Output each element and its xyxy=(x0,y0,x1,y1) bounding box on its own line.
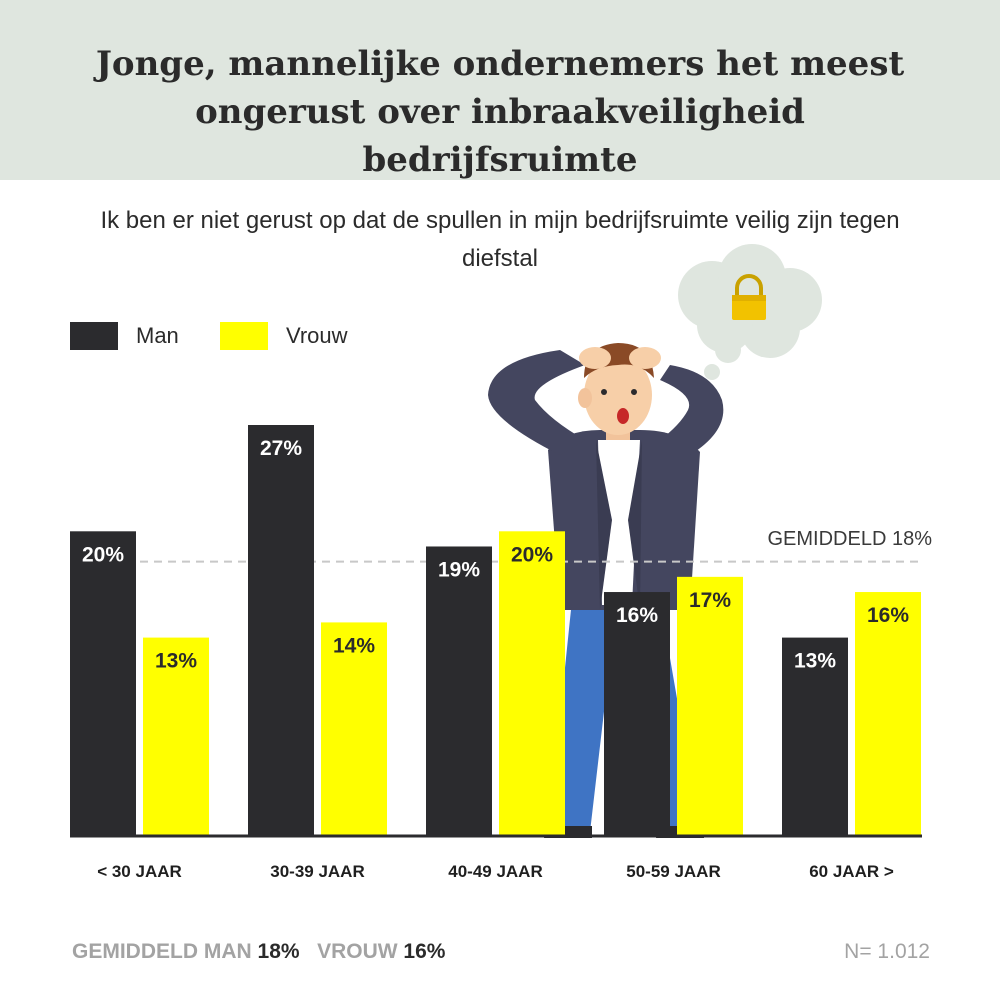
bar-man-3 xyxy=(604,592,670,835)
bar-labels-group: 20% 13% 27% 14% 19% 20% 16% 17% 13% 16% xyxy=(82,437,909,673)
bar-label-vrouw-1: 14% xyxy=(333,634,375,657)
bar-label-man-1: 27% xyxy=(260,437,302,460)
legend-label-vrouw: Vrouw xyxy=(286,323,348,348)
category-label-4: 60 JAAR > xyxy=(809,862,894,881)
bar-vrouw-1 xyxy=(321,622,387,835)
bar-label-man-2: 19% xyxy=(438,558,480,581)
chart-subtitle: Ik ben er niet gerust op dat de spullen … xyxy=(100,207,900,272)
footer-averages: GEMIDDELD MAN 18% VROUW 16% xyxy=(72,940,445,964)
category-label-3: 50-59 JAAR xyxy=(626,862,721,881)
bar-label-man-4: 13% xyxy=(794,650,836,673)
sample-size: N= 1.012 xyxy=(844,940,930,963)
thought-bubble xyxy=(678,244,822,380)
bar-label-man-0: 20% xyxy=(82,543,124,566)
bar-label-vrouw-2: 20% xyxy=(511,543,553,566)
bar-label-vrouw-3: 17% xyxy=(689,589,731,612)
bar-vrouw-2 xyxy=(499,531,565,835)
bar-man-1 xyxy=(248,425,314,835)
legend-swatch-man xyxy=(70,322,118,350)
bar-label-vrouw-4: 16% xyxy=(867,604,909,627)
category-label-0: < 30 JAAR xyxy=(97,862,182,881)
bar-vrouw-3 xyxy=(677,576,743,835)
legend-swatch-vrouw xyxy=(220,322,268,350)
bar-man-0 xyxy=(70,531,136,835)
avg-man-value: 18% xyxy=(257,940,300,963)
category-labels-group: < 30 JAAR 30-39 JAAR 40-49 JAAR 50-59 JAAR 6… xyxy=(97,862,894,881)
avg-vrouw-value: 16% xyxy=(403,940,446,963)
bar-vrouw-0 xyxy=(143,637,209,835)
avg-man-label: GEMIDDELD MAN xyxy=(72,940,252,963)
avg-vrouw-label: VROUW xyxy=(317,940,398,963)
category-label-1: 30-39 JAAR xyxy=(270,862,365,881)
bars-group xyxy=(70,425,921,835)
bar-man-2 xyxy=(426,546,492,835)
bar-label-man-3: 16% xyxy=(616,604,658,627)
bar-vrouw-4 xyxy=(855,592,921,835)
average-line-label: GEMIDDELD 18% xyxy=(767,528,933,550)
legend-label-man: Man xyxy=(136,323,179,348)
bar-man-4 xyxy=(782,637,848,835)
page-title: Jonge, mannelijke ondernemers het meest … xyxy=(95,44,905,180)
header-banner: Jonge, mannelijke ondernemers het meest … xyxy=(0,0,1000,180)
padlock-icon xyxy=(732,274,766,320)
bar-label-vrouw-0: 13% xyxy=(155,650,197,673)
category-label-2: 40-49 JAAR xyxy=(448,862,543,881)
